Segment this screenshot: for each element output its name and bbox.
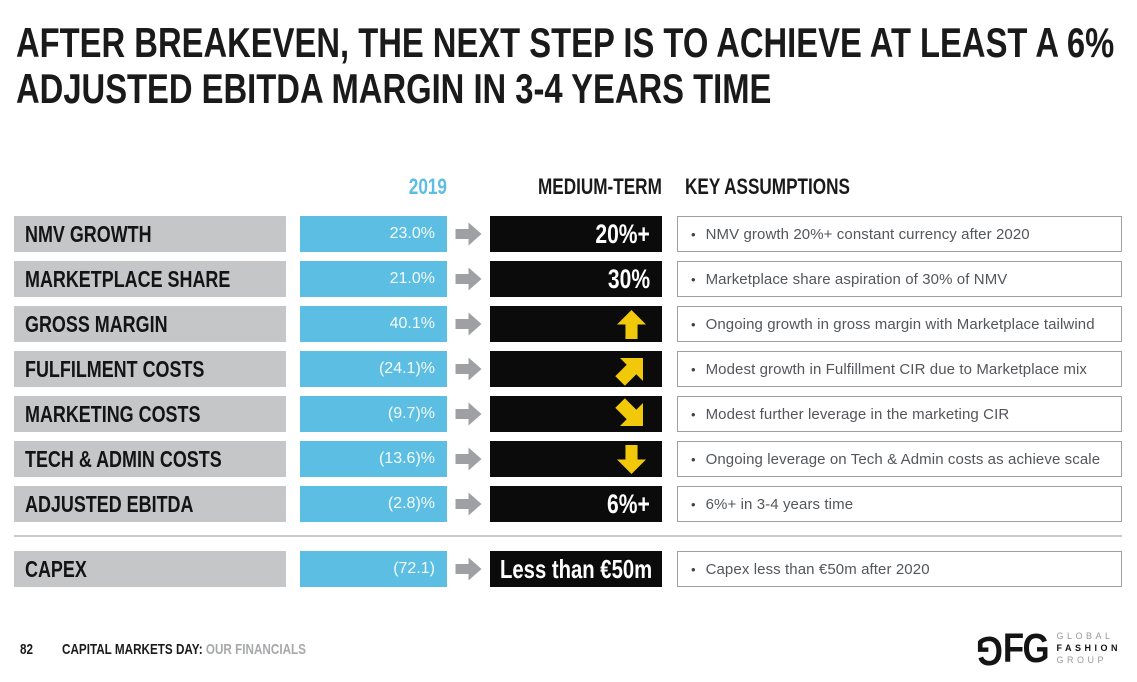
column-header-2019: 2019: [408, 174, 447, 199]
logo-line-global: GLOBAL: [1056, 630, 1114, 641]
arrow-right-icon: [447, 551, 490, 587]
bullet-icon: •: [691, 271, 696, 287]
arrow-right-icon: [447, 306, 490, 342]
row-label: ADJUSTED EBITDA: [14, 486, 286, 522]
value-2019: (9.7)%: [300, 396, 447, 432]
row-label: CAPEX: [14, 551, 286, 587]
value-2019: (24.1)%: [300, 351, 447, 387]
medium-term-trend: [490, 351, 662, 387]
value-2019: 21.0%: [300, 261, 447, 297]
arrow-up-icon: [617, 309, 646, 339]
bullet-icon: •: [691, 406, 696, 422]
value-2019: (72.1): [300, 551, 447, 587]
footer-caption-bold: CAPITAL MARKETS DAY:: [62, 641, 203, 658]
value-2019: 23.0%: [300, 216, 447, 252]
arrow-right-icon: [447, 396, 490, 432]
gfg-logo-mark: GFG: [977, 625, 1049, 675]
medium-term-trend: [490, 306, 662, 342]
value-2019: (2.8)%: [300, 486, 447, 522]
row-label: FULFILMENT COSTS: [14, 351, 286, 387]
row-label: MARKETING COSTS: [14, 396, 286, 432]
medium-term-trend: [490, 396, 662, 432]
arrow-up-right-icon: [615, 357, 643, 386]
table-row-marketplace-share: MARKETPLACE SHARE 21.0% 30% • Marketplace…: [14, 261, 1122, 297]
arrow-down-icon: [617, 444, 646, 474]
value-2019: 40.1%: [300, 306, 447, 342]
arrow-right-icon: [447, 351, 490, 387]
column-header-medium-term: MEDIUM-TERM: [538, 174, 662, 199]
medium-term-trend: [490, 441, 662, 477]
section-divider: [14, 535, 1122, 537]
bullet-icon: •: [691, 361, 696, 377]
table-row-nmv-growth: NMV GROWTH 23.0% 20%+ • NMV growth 20%+ c…: [14, 216, 1122, 252]
arrow-right-icon: [447, 261, 490, 297]
row-label: TECH & ADMIN COSTS: [14, 441, 286, 477]
gfg-logo-text: GLOBAL FASHION GROUP: [1056, 631, 1121, 666]
gfg-logo: GFG GLOBAL FASHION GROUP: [965, 625, 1121, 675]
arrow-right-icon: [447, 441, 490, 477]
medium-term-value: 30%: [490, 261, 662, 297]
assumption-box: • Marketplace share aspiration of 30% of …: [677, 261, 1122, 297]
value-2019: (13.6)%: [300, 441, 447, 477]
footer-caption-gray: OUR FINANCIALS: [205, 641, 306, 658]
medium-term-value: Less than €50m: [490, 551, 662, 587]
bullet-icon: •: [691, 561, 696, 577]
table-row-fulfilment-costs: FULFILMENT COSTS (24.1)% • Modest growth …: [14, 351, 1122, 387]
slide-title: AFTER BREAKEVEN, THE NEXT STEP IS TO ACH…: [16, 20, 1137, 112]
assumption-box: • 6%+ in 3-4 years time: [677, 486, 1122, 522]
table-row-marketing-costs: MARKETING COSTS (9.7)% • Modest further l…: [14, 396, 1122, 432]
assumption-box: • Capex less than €50m after 2020: [677, 551, 1122, 587]
arrow-right-icon: [447, 216, 490, 252]
row-label: GROSS MARGIN: [14, 306, 286, 342]
assumption-box: • Modest growth in Fulfillment CIR due to…: [677, 351, 1122, 387]
logo-line-group: GROUP: [1056, 654, 1107, 665]
footer-page-number: 82: [20, 641, 34, 658]
assumption-box: • Modest further leverage in the marketin…: [677, 396, 1122, 432]
table-row-gross-margin: GROSS MARGIN 40.1% • Ongoing growth in gr…: [14, 306, 1122, 342]
assumption-box: • Ongoing growth in gross margin with Mar…: [677, 306, 1122, 342]
bullet-icon: •: [691, 496, 696, 512]
title-line-1: AFTER BREAKEVEN, THE NEXT STEP IS TO ACH…: [16, 19, 1115, 66]
bullet-icon: •: [691, 226, 696, 242]
medium-term-value: 6%+: [490, 486, 662, 522]
bullet-icon: •: [691, 451, 696, 467]
logo-line-fashion: FASHION: [1056, 642, 1121, 653]
assumption-box: • Ongoing leverage on Tech & Admin costs …: [677, 441, 1122, 477]
table-row-capex: CAPEX (72.1) Less than €50m • Capex less …: [14, 551, 1122, 587]
arrow-down-right-icon: [615, 397, 643, 426]
bullet-icon: •: [691, 316, 696, 332]
column-header-key-assumptions: KEY ASSUMPTIONS: [685, 174, 850, 199]
table-row-tech-admin-costs: TECH & ADMIN COSTS (13.6)% • Ongoing leve…: [14, 441, 1122, 477]
row-label: NMV GROWTH: [14, 216, 286, 252]
medium-term-value: 20%+: [490, 216, 662, 252]
arrow-right-icon: [447, 486, 490, 522]
assumption-box: • NMV growth 20%+ constant currency after…: [677, 216, 1122, 252]
table-row-adjusted-ebitda: ADJUSTED EBITDA (2.8)% 6%+ • 6%+ in 3-4 y…: [14, 486, 1122, 522]
footer-caption: CAPITAL MARKETS DAY: OUR FINANCIALS: [62, 641, 375, 658]
row-label: MARKETPLACE SHARE: [14, 261, 286, 297]
title-line-2: ADJUSTED EBITDA MARGIN IN 3-4 YEARS TIME: [16, 65, 772, 112]
